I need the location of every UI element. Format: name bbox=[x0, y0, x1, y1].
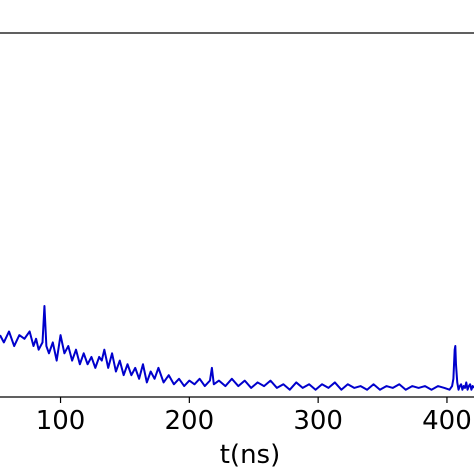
x-tick-label: 300 bbox=[293, 406, 343, 436]
x-tick-label: 400 bbox=[422, 406, 472, 436]
x-tick-label: 100 bbox=[36, 406, 86, 436]
series-line bbox=[0, 305, 474, 391]
x-axis-title: t(ns) bbox=[220, 440, 281, 470]
x-tick-label: 200 bbox=[165, 406, 215, 436]
x-axis-ticks: 100 200 300 400 bbox=[36, 397, 472, 436]
